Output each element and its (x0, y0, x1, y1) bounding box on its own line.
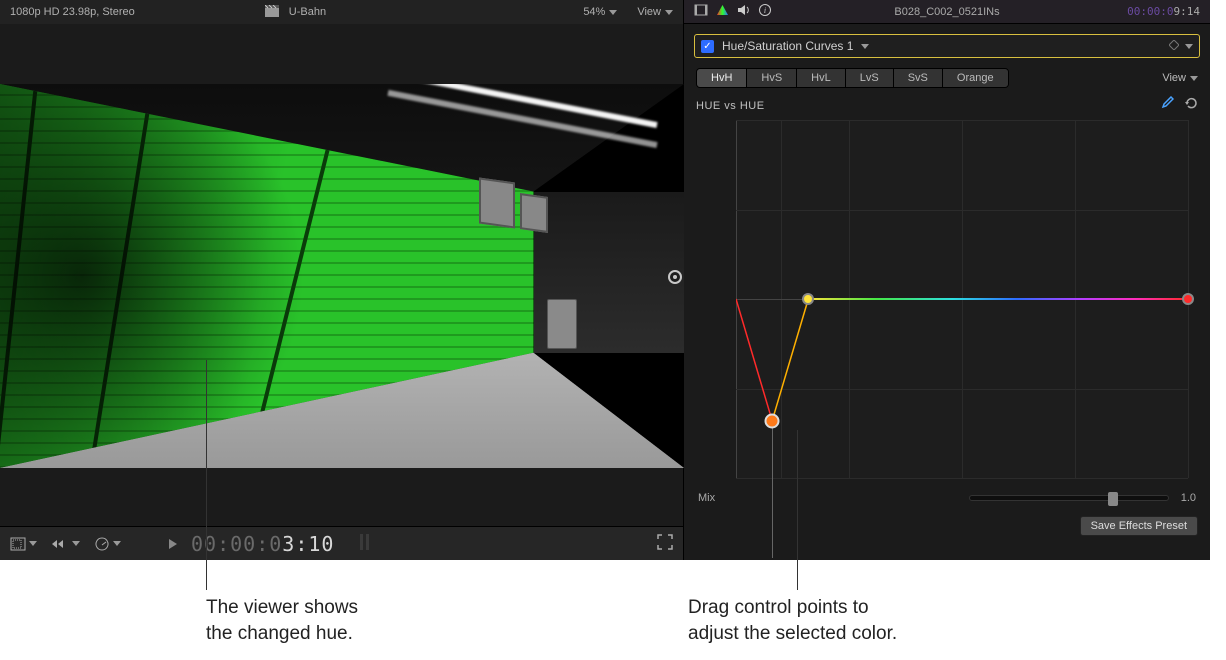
save-preset-button[interactable]: Save Effects Preset (1080, 516, 1198, 536)
mix-value: 1.0 (1181, 492, 1196, 504)
mix-slider[interactable] (969, 495, 1169, 501)
tab-lvs[interactable]: LvS (846, 69, 894, 87)
color-inspector-icon[interactable] (716, 4, 729, 20)
curve-title: HUE vs HUE (696, 100, 765, 112)
control-point-3[interactable] (1182, 293, 1194, 305)
retime-dropdown[interactable] (51, 537, 80, 551)
svg-text:i: i (764, 6, 766, 15)
chevron-down-icon[interactable] (1185, 44, 1193, 49)
control-point-1[interactable] (765, 413, 780, 428)
inspector-panel: i B028_C002_0521INs 00:00:09:14 ✓ Hue/Sa… (684, 0, 1210, 560)
audio-inspector-icon[interactable] (737, 4, 751, 19)
format-label: 1080p HD 23.98p, Stereo (10, 6, 135, 18)
timecode-display[interactable]: 00:00:03:10 (191, 532, 334, 556)
tab-svs[interactable]: SvS (894, 69, 943, 87)
curve-editor[interactable]: HUE vs HUE (696, 98, 1198, 488)
chevron-down-icon (29, 541, 37, 546)
chevron-down-icon (113, 541, 121, 546)
control-point-2[interactable] (802, 293, 814, 305)
viewer-topbar: 1080p HD 23.98p, Stereo U-Bahn 54% View (0, 0, 683, 24)
tab-hvl[interactable]: HvL (797, 69, 846, 87)
caption-left: The viewer shows the changed hue. (206, 595, 358, 646)
curve-tabs: HvHHvSHvLLvSSvSOrange View (684, 68, 1210, 88)
chevron-down-icon[interactable] (861, 44, 869, 49)
keyframe-icon[interactable] (1169, 39, 1179, 53)
chevron-down-icon (72, 541, 80, 546)
axis-ring (668, 270, 682, 284)
caption-area: The viewer shows the changed hue. Drag c… (0, 560, 1226, 660)
inspector-topbar: i B028_C002_0521INs 00:00:09:14 (684, 0, 1210, 24)
inspector-clip-name: B028_C002_0521INs (894, 6, 999, 18)
caption-right: Drag control points to adjust the select… (688, 595, 897, 646)
preview-image (0, 84, 684, 468)
effect-enable-checkbox[interactable]: ✓ (701, 40, 714, 53)
chevron-down-icon (665, 10, 673, 15)
tab-hvh[interactable]: HvH (697, 69, 747, 87)
chevron-down-icon (609, 10, 617, 15)
eyedropper-icon[interactable] (1160, 96, 1174, 113)
callout-line (797, 430, 798, 590)
reset-icon[interactable] (1184, 96, 1198, 113)
play-button[interactable] (169, 539, 177, 549)
speed-dropdown[interactable] (94, 537, 121, 551)
view-dropdown[interactable]: View (637, 6, 673, 18)
inspector-view-dropdown[interactable]: View (1162, 72, 1198, 84)
fullscreen-icon[interactable] (657, 534, 673, 553)
video-inspector-icon[interactable] (694, 4, 708, 19)
info-inspector-icon[interactable]: i (759, 4, 771, 19)
viewer-bottombar: 00:00:03:10 (0, 526, 683, 560)
audio-meters (358, 532, 372, 555)
inspector-timecode: 00:00:09:14 (1127, 5, 1200, 18)
clapper-icon (265, 5, 279, 20)
viewer-panel: 1080p HD 23.98p, Stereo U-Bahn 54% View (0, 0, 684, 560)
mix-row: Mix 1.0 (684, 488, 1210, 508)
crop-dropdown[interactable] (10, 537, 37, 551)
mix-label: Mix (698, 492, 715, 504)
clip-name: U-Bahn (289, 6, 326, 18)
viewer-canvas[interactable] (0, 84, 684, 468)
tab-hvs[interactable]: HvS (747, 69, 797, 87)
tab-orange[interactable]: Orange (943, 69, 1008, 87)
effect-name: Hue/Saturation Curves 1 (722, 39, 853, 53)
zoom-dropdown[interactable]: 54% (583, 6, 617, 18)
chevron-down-icon (1190, 76, 1198, 81)
effect-header[interactable]: ✓ Hue/Saturation Curves 1 (694, 34, 1200, 58)
callout-line (206, 360, 207, 590)
